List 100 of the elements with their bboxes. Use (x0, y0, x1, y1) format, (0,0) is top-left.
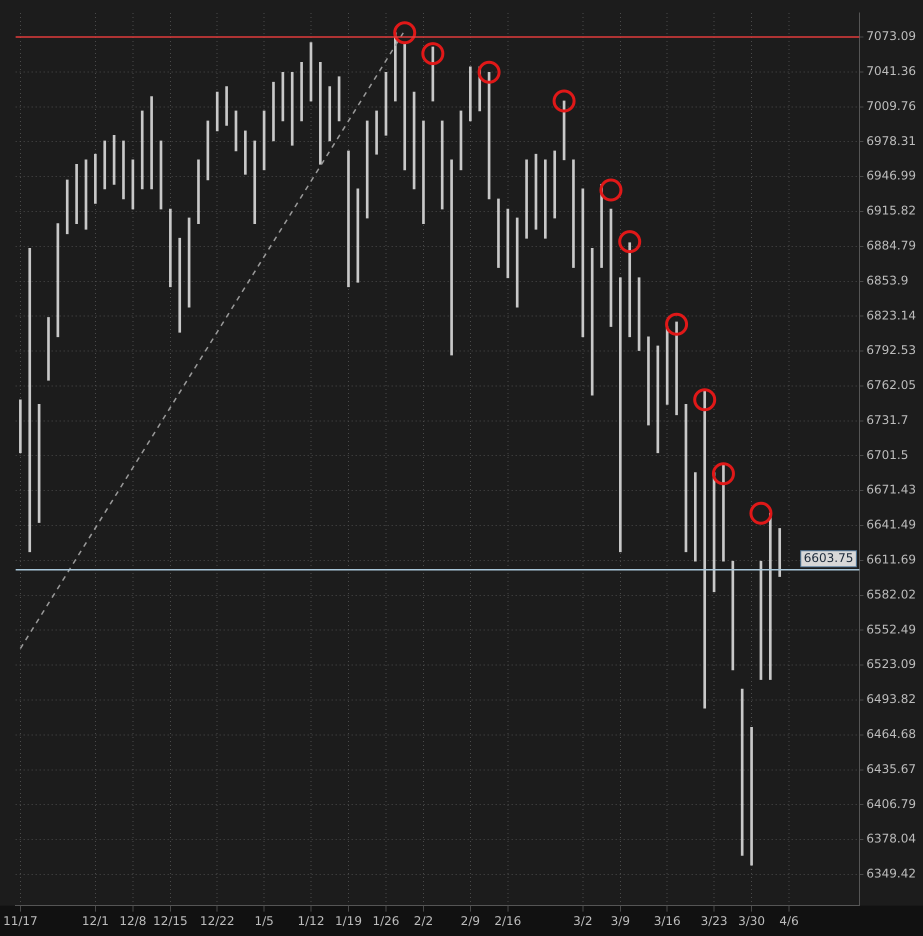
bar (525, 160, 528, 239)
bar (56, 223, 60, 338)
bar (712, 472, 716, 592)
bar (694, 472, 697, 562)
bar (366, 120, 369, 218)
x-tick-label: 2/2 (414, 914, 434, 928)
x-tick-label: 3/23 (700, 914, 728, 928)
bar (244, 130, 247, 175)
bar (740, 688, 744, 856)
bar (516, 218, 519, 308)
bar (282, 72, 284, 122)
x-tick-label: 1/19 (334, 914, 362, 928)
bar (440, 120, 444, 210)
bar (582, 188, 584, 338)
y-tick-label: 6915.82 (866, 204, 916, 218)
y-tick-label: 6378.04 (866, 832, 916, 846)
y-tick-label: 6464.68 (866, 727, 916, 742)
x-tick-label: 12/1 (82, 914, 109, 928)
bar (356, 188, 360, 283)
bar (610, 208, 612, 327)
point (712, 462, 735, 486)
bar (412, 92, 416, 190)
y-tick-label: 6349.42 (866, 866, 916, 881)
x-tick-label: 11/17 (3, 914, 38, 928)
y-tick-label: 6493.82 (866, 692, 916, 706)
bar (112, 135, 116, 185)
bar (768, 512, 772, 680)
bar (572, 160, 575, 268)
y-tick-label: 6435.67 (866, 762, 916, 776)
x-tick-label: 4/6 (779, 914, 799, 928)
bar (19, 399, 22, 454)
y-tick-label: 7073.09 (866, 29, 916, 44)
bar (675, 322, 678, 416)
bar (375, 110, 378, 155)
x-tick-label: 3/9 (610, 914, 630, 928)
bar (38, 404, 40, 523)
bar (94, 154, 97, 204)
bar (506, 208, 510, 278)
x-tick-label: 3/2 (573, 914, 592, 928)
bar (103, 140, 106, 190)
x-tick-label: 2/16 (494, 914, 522, 928)
bar (122, 140, 125, 200)
bar (347, 150, 350, 288)
x-tick-label: 12/8 (119, 914, 146, 928)
bar (300, 62, 303, 122)
bar (656, 346, 660, 454)
bar (206, 120, 210, 180)
bar (647, 336, 650, 426)
bar (684, 404, 688, 552)
y-tick-label: 6671.43 (866, 482, 916, 497)
x-tick-label: 2/9 (460, 914, 480, 928)
bar (469, 66, 472, 122)
y-tick-label: 6523.09 (866, 657, 916, 672)
bar (760, 560, 762, 680)
bar (28, 248, 32, 552)
bar (590, 248, 594, 396)
bar (619, 277, 622, 552)
bar (628, 242, 632, 338)
bar (553, 150, 556, 218)
y-tick-label: 6406.79 (866, 796, 916, 811)
bar (160, 140, 162, 210)
bar (638, 277, 640, 351)
y-tick-label: 6641.49 (866, 518, 916, 532)
bar (197, 160, 200, 224)
bar (731, 560, 734, 670)
point (693, 388, 716, 412)
bar (132, 160, 134, 210)
y-tick-label: 6762.05 (866, 378, 916, 392)
bar (290, 72, 294, 146)
y-tick-label: 6853.9 (866, 273, 908, 288)
bar (328, 86, 332, 142)
bar (338, 76, 340, 122)
point (618, 230, 642, 254)
ref-line-label: 6603.75 (804, 550, 854, 565)
bar (460, 110, 462, 170)
point (599, 178, 622, 202)
bar (384, 72, 388, 136)
y-tick-label: 6611.69 (866, 552, 916, 567)
bar (319, 62, 322, 165)
point (749, 502, 772, 525)
y-tick-label: 6884.79 (866, 238, 916, 252)
x-tick-label: 3/30 (738, 914, 766, 928)
bar (150, 96, 153, 190)
bar (422, 120, 425, 224)
bar (234, 110, 238, 152)
bar (750, 726, 753, 866)
y-tick-label: 6582.02 (866, 587, 916, 602)
x-tick-label: 1/5 (254, 914, 274, 928)
y-tick-label: 6552.49 (866, 622, 916, 636)
y-tick-label: 6946.99 (866, 168, 916, 183)
y-tick-label: 6701.5 (866, 448, 908, 462)
y-tick-label: 7041.36 (866, 64, 916, 78)
bar (272, 82, 275, 142)
point (421, 42, 444, 66)
bar (216, 92, 219, 132)
x-tick-label: 12/15 (153, 914, 188, 928)
y-tick-label: 6731.7 (866, 412, 908, 427)
y-tick-label: 6978.31 (866, 134, 916, 148)
bar (262, 110, 266, 170)
bar (403, 42, 406, 170)
